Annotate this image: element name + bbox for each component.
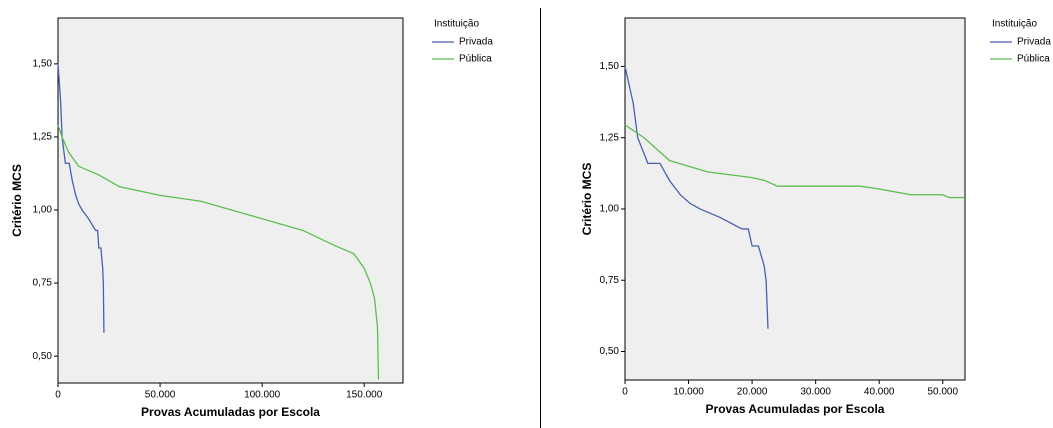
x-tick-label: 0 — [622, 387, 628, 398]
y-tick-label: 1,25 — [33, 132, 53, 143]
legend-label: Privada — [459, 37, 493, 48]
line — [624, 66, 769, 329]
y-tick-label: 0,75 — [33, 278, 53, 289]
chart: 0,50 0,75 1,00 1,25 1,50 0 50.000 100.000 150.00… — [10, 17, 493, 419]
x-tick-label: 20.000 — [737, 387, 768, 398]
x-tick-label: 100.000 — [244, 390, 281, 401]
y-tick-label: 1,00 — [600, 204, 620, 215]
line — [57, 63, 105, 333]
y-tick-label: 0,75 — [600, 275, 620, 286]
legend-label: Pública — [459, 54, 492, 65]
x-axis-label: Provas Acumuladas por Escola — [141, 405, 320, 419]
x-tick-label: 50.000 — [145, 390, 176, 401]
x-tick-label: 10.000 — [673, 387, 704, 398]
separator — [540, 8, 541, 428]
y-axis-label: Critério MCS — [10, 164, 24, 237]
x-tick-label: 30.000 — [800, 387, 831, 398]
y-tick-label: 1,25 — [600, 132, 620, 143]
y-tick-label: 0,50 — [33, 351, 53, 362]
chart: 0,50 0,75 1,00 1,25 1,50 0 10.000 20.000 30.000 4… — [580, 17, 1051, 416]
plot-area — [57, 17, 404, 384]
x-tick-label: 150.000 — [346, 390, 383, 401]
line — [624, 124, 965, 199]
line — [57, 125, 380, 380]
plot-area — [624, 17, 966, 381]
y-tick-label: 1,50 — [33, 59, 53, 70]
x-tick-label: 0 — [55, 390, 61, 401]
legend-label: Privada — [1017, 37, 1051, 48]
legend-title: Instituição — [992, 19, 1037, 30]
y-tick-label: 1,50 — [600, 61, 620, 72]
y-tick-label: 0,50 — [600, 346, 620, 357]
x-axis-label: Provas Acumuladas por Escola — [706, 402, 885, 416]
x-tick-label: 40.000 — [864, 387, 895, 398]
y-tick-label: 1,00 — [33, 205, 53, 216]
legend-title: Instituição — [434, 19, 479, 30]
y-axis-label: Critério MCS — [580, 163, 594, 236]
legend-label: Pública — [1017, 54, 1050, 65]
x-tick-label: 50.000 — [927, 387, 958, 398]
